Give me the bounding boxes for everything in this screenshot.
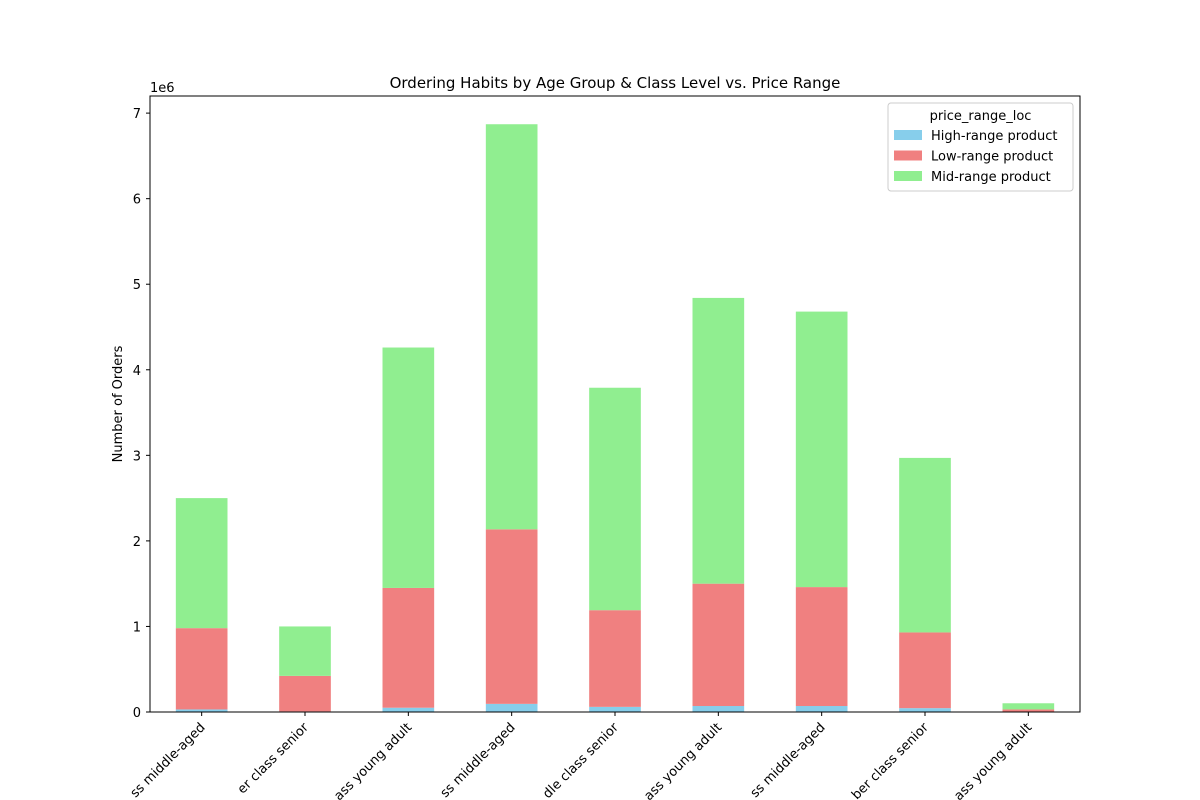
bar-segment-mid-range-product-3 bbox=[485, 124, 538, 530]
bar-segment-high-range-product-4 bbox=[589, 706, 641, 712]
y-tick-label: 2 bbox=[133, 535, 141, 550]
bar-segment-low-range-product-1 bbox=[279, 675, 331, 712]
bar-segment-low-range-product-4 bbox=[589, 610, 641, 707]
bar-segment-high-range-product-0 bbox=[175, 709, 228, 712]
bar-segment-mid-range-product-1 bbox=[279, 626, 331, 676]
y-tick-label: 6 bbox=[133, 193, 141, 208]
chart-title: Ordering Habits by Age Group & Class Lev… bbox=[390, 74, 841, 92]
legend-box bbox=[887, 102, 1074, 192]
y-tick-label: 7 bbox=[133, 107, 141, 122]
x-tick-label: er class senior bbox=[235, 720, 312, 797]
x-axis: ss middle-aged er class senior ass young a… bbox=[128, 712, 1035, 800]
legend-entry-label: Mid-range product bbox=[931, 170, 1051, 185]
legend-entry-label: High-range product bbox=[931, 129, 1058, 144]
legend-swatch bbox=[894, 171, 922, 181]
bar-segment-mid-range-product-4 bbox=[589, 387, 641, 611]
bar-segment-mid-range-product-7 bbox=[899, 457, 951, 633]
y-tick-label: 0 bbox=[133, 706, 141, 721]
plot-frame bbox=[149, 95, 1081, 713]
legend-title: price_range_loc bbox=[930, 109, 1032, 124]
bar-segment-high-range-product-3 bbox=[485, 703, 538, 712]
bar-segment-high-range-product-6 bbox=[795, 706, 848, 712]
y-tick-label: 1 bbox=[133, 620, 141, 635]
bar-segment-high-range-product-7 bbox=[899, 708, 951, 712]
legend: price_range_loc High-range product Low-ran… bbox=[887, 102, 1074, 192]
x-tick-label: ber class senior bbox=[849, 720, 932, 800]
x-tick-label: ss middle-aged bbox=[438, 720, 519, 800]
y-tick-label: 3 bbox=[133, 449, 141, 464]
legend-swatch bbox=[894, 130, 922, 140]
x-tick-label: ass young adult bbox=[331, 720, 415, 800]
bar-segment-high-range-product-5 bbox=[692, 706, 745, 712]
bar-segment-low-range-product-3 bbox=[485, 529, 538, 704]
x-tick-label: ss middle-aged bbox=[748, 720, 829, 800]
bar-segment-mid-range-product-2 bbox=[382, 347, 435, 588]
bar-segment-low-range-product-6 bbox=[795, 587, 848, 707]
bar-segment-mid-range-product-5 bbox=[692, 297, 745, 584]
bar-segment-low-range-product-2 bbox=[382, 587, 435, 708]
x-tick-label: dle class senior bbox=[540, 720, 622, 800]
bar-segment-low-range-product-8 bbox=[1002, 709, 1055, 712]
bar-segment-high-range-product-2 bbox=[382, 707, 435, 712]
y-tick-label: 5 bbox=[133, 278, 141, 293]
legend-swatch bbox=[894, 150, 922, 161]
x-tick-label: ass young adult bbox=[641, 720, 725, 800]
bar-segment-mid-range-product-0 bbox=[175, 498, 228, 629]
bars-layer bbox=[175, 124, 1055, 712]
bar-segment-low-range-product-5 bbox=[692, 583, 745, 707]
bar-segment-low-range-product-0 bbox=[175, 628, 228, 710]
bar-segment-mid-range-product-8 bbox=[1002, 703, 1055, 710]
y-axis: 0 1 2 3 4 5 6 7 bbox=[133, 107, 150, 721]
bar-segment-low-range-product-7 bbox=[899, 632, 951, 709]
x-tick-label: ss middle-aged bbox=[128, 720, 209, 800]
legend-entry-label: Low-range product bbox=[931, 150, 1053, 165]
y-tick-label: 4 bbox=[133, 364, 141, 379]
bar-segment-mid-range-product-6 bbox=[795, 311, 848, 588]
x-tick-label: ass young adult bbox=[951, 720, 1035, 800]
y-axis-label: Number of Orders bbox=[111, 345, 126, 462]
y-axis-scale-label: 1e6 bbox=[150, 81, 175, 96]
